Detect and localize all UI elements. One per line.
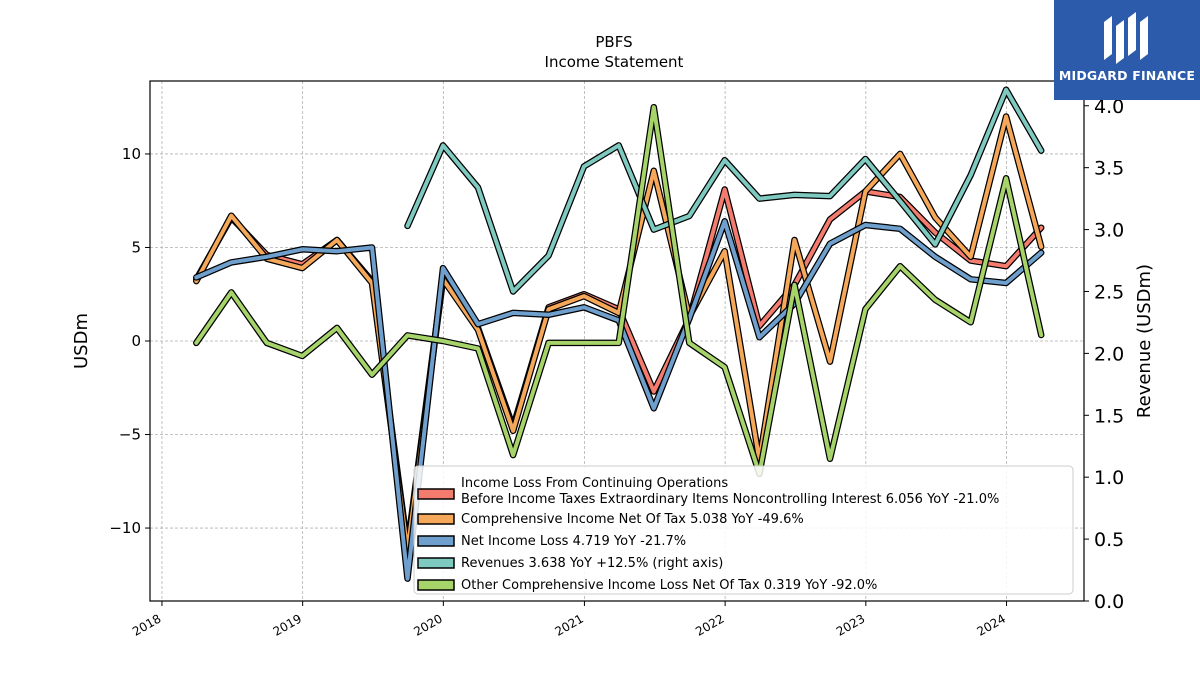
chart-title: PBFS xyxy=(595,33,632,51)
chart-subtitle: Income Statement xyxy=(545,53,684,71)
y-tick-label: −10 xyxy=(109,519,141,537)
x-tick-label: 2022 xyxy=(693,611,726,638)
y-right-tick-label: 3.0 xyxy=(1094,220,1124,242)
y-axis-label: USDm xyxy=(71,313,92,369)
y-tick-label: −5 xyxy=(119,426,141,444)
legend-swatch-1 xyxy=(417,513,455,525)
series-line-4 xyxy=(194,105,1044,476)
y-tick-label: 5 xyxy=(131,238,141,256)
legend-label-1: Comprehensive Income Net Of Tax 5.038 Yo… xyxy=(461,512,804,527)
legend-label-0: Income Loss From Continuing Operations xyxy=(461,476,728,491)
midgard-logo-icon xyxy=(1104,12,1148,64)
y-right-tick-label: 1.5 xyxy=(1094,405,1124,427)
x-tick-label: 2021 xyxy=(552,611,585,638)
y-right-tick-label: 2.0 xyxy=(1094,343,1124,365)
x-tick-label: 2024 xyxy=(975,611,1008,638)
series-outline-4 xyxy=(193,103,1045,478)
x-tick-label: 2023 xyxy=(834,611,867,638)
legend-box xyxy=(413,465,1074,595)
legend-swatch-2 xyxy=(417,535,455,547)
y-tick-label: 0 xyxy=(131,332,141,350)
x-tick-label: 2018 xyxy=(130,611,163,638)
x-tick-label: 2019 xyxy=(271,611,304,638)
series-line-1 xyxy=(194,114,1044,553)
legend-swatch-4 xyxy=(417,579,455,591)
series-line-3 xyxy=(405,87,1044,294)
legend-label-4: Other Comprehensive Income Loss Net Of T… xyxy=(461,578,877,593)
y-right-tick-label: 0.5 xyxy=(1094,529,1124,551)
legend-label-3: Revenues 3.638 YoY +12.5% (right axis) xyxy=(461,556,723,571)
brand-logo: MIDGARD FINANCE xyxy=(1054,0,1200,100)
x-tick-label: 2020 xyxy=(411,611,444,638)
brand-name: MIDGARD FINANCE xyxy=(1058,68,1196,83)
y-right-tick-label: 4.0 xyxy=(1094,96,1124,118)
y-right-tick-label: 1.0 xyxy=(1094,467,1124,489)
y-right-tick-label: 2.5 xyxy=(1094,281,1124,303)
series-layer xyxy=(193,86,1045,582)
y-axis-right-label: Revenue (USDm) xyxy=(1134,264,1155,418)
legend-label-2: Net Income Loss 4.719 YoY -21.7% xyxy=(461,534,686,549)
y-right-tick-label: 0.0 xyxy=(1094,591,1124,613)
y-tick-label: 10 xyxy=(122,145,141,163)
legend-swatch-3 xyxy=(417,557,455,569)
series-line-2 xyxy=(194,219,1044,581)
legend-label-0: Before Income Taxes Extraordinary Items … xyxy=(461,492,999,507)
legend: Income Loss From Continuing OperationsBe… xyxy=(413,465,1074,595)
y-right-tick-label: 3.5 xyxy=(1094,158,1124,180)
legend-swatch-0 xyxy=(417,488,455,500)
